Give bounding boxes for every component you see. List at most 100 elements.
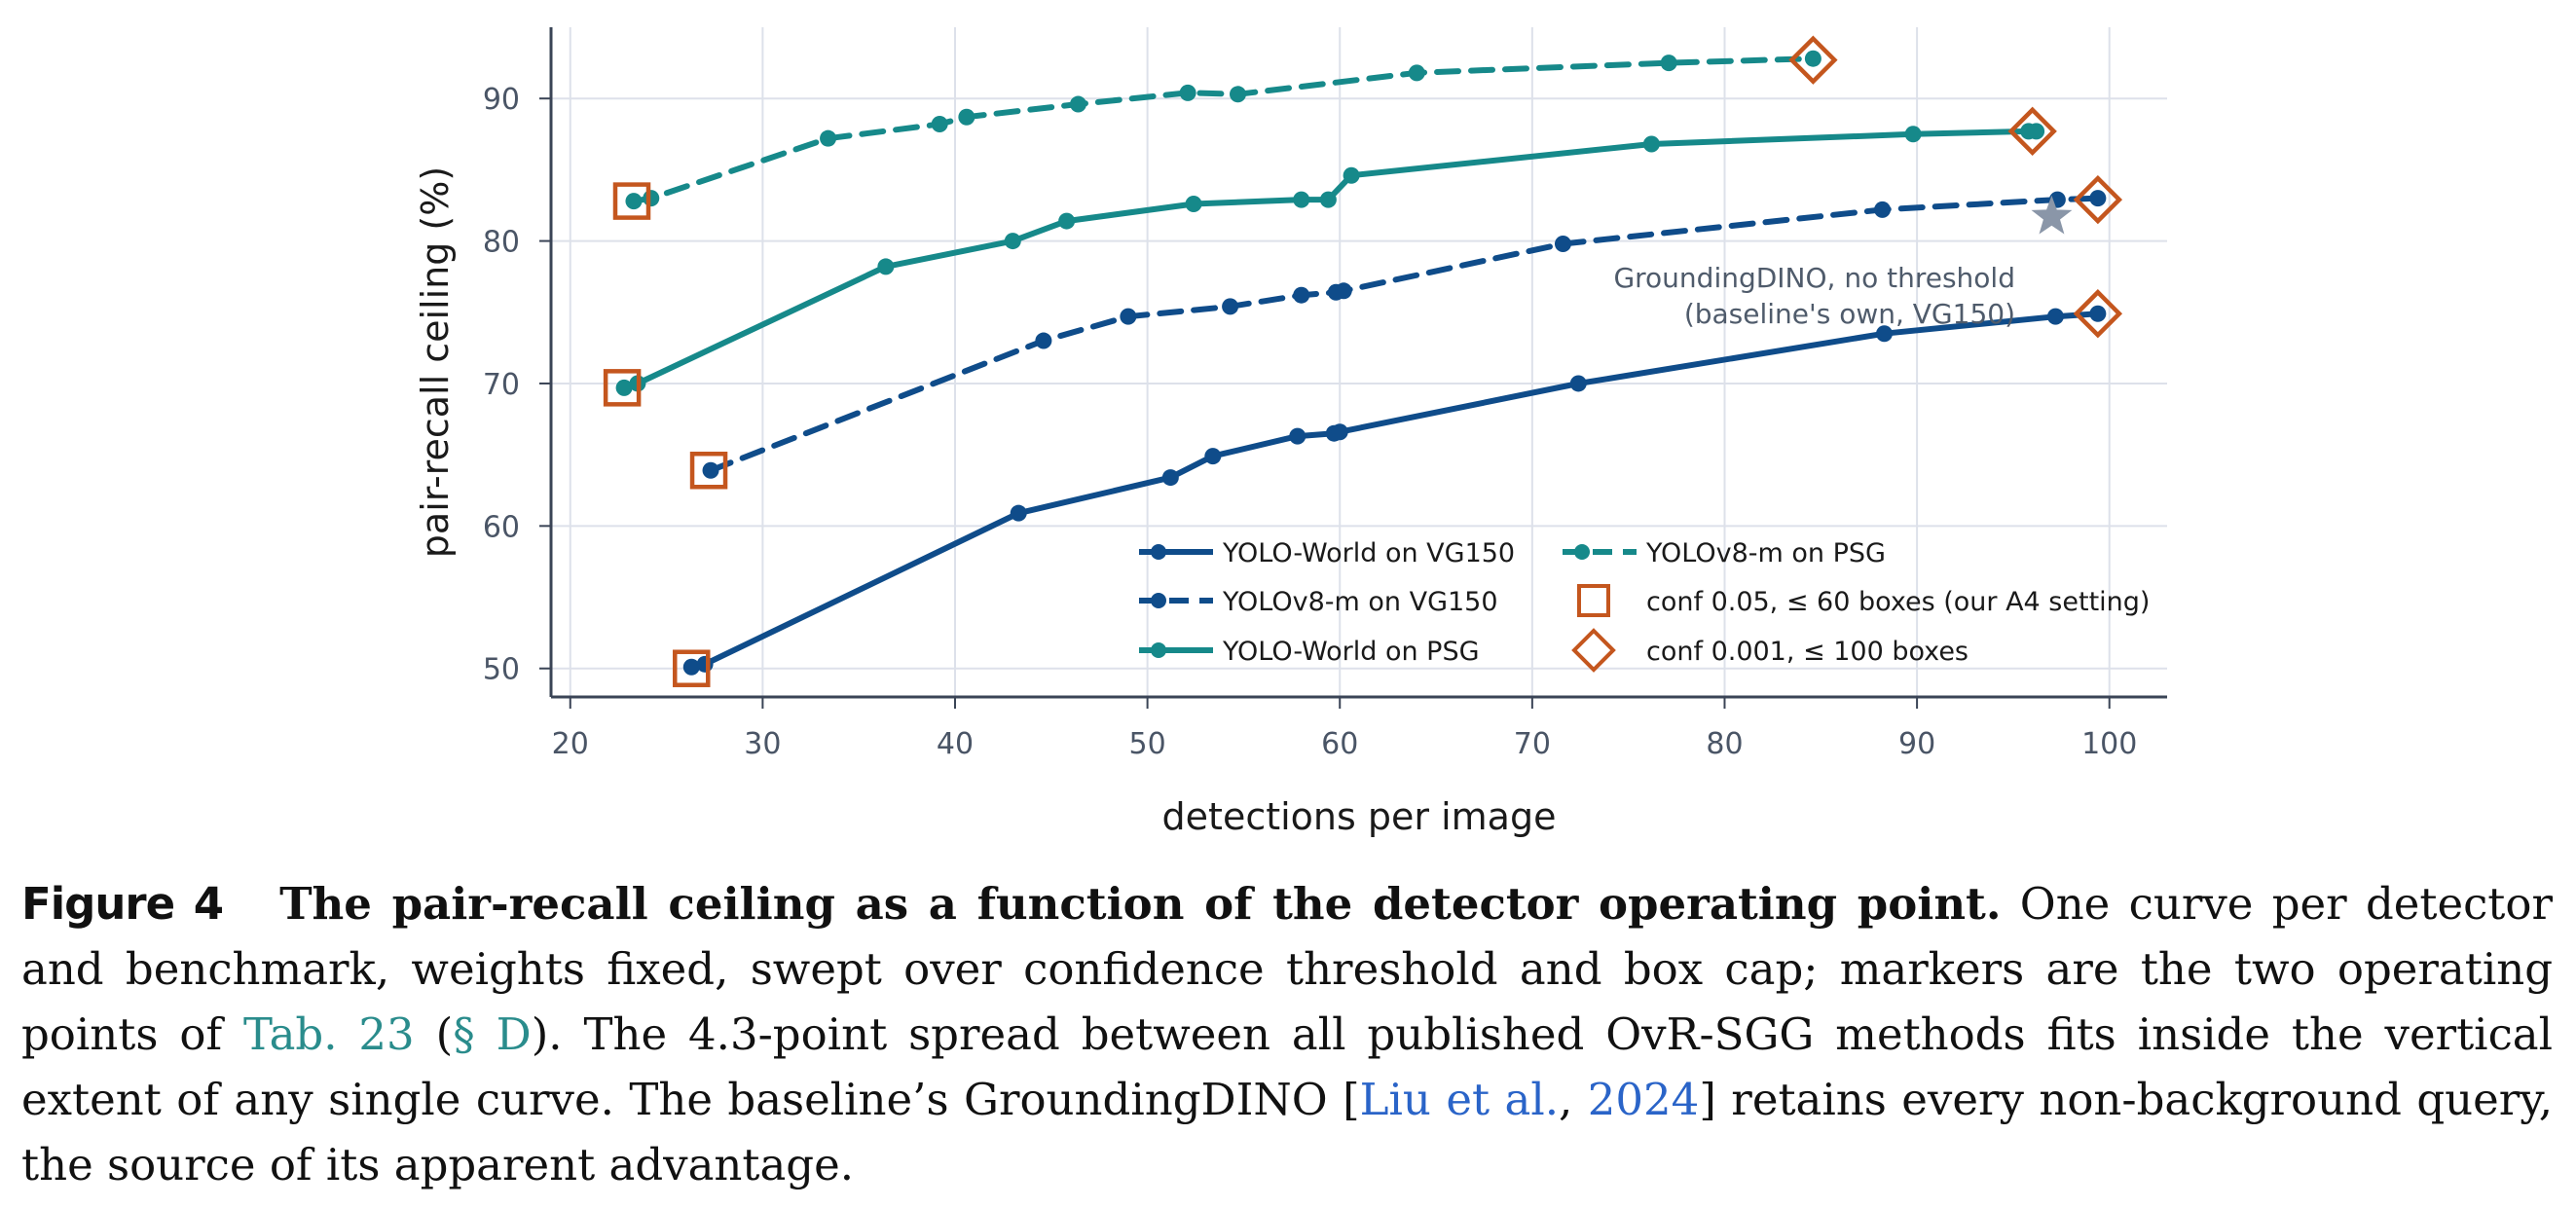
series-1-point-9 xyxy=(1569,375,1587,392)
legend-entry-square: conf 0.05, ≤ 60 boxes (our A4 setting) xyxy=(1577,584,2150,617)
y-axis-label: pair-recall ceiling (%) xyxy=(414,166,457,558)
legend-entry-diamond: conf 0.001, ≤ 100 boxes xyxy=(1571,628,1969,673)
series-4-point-1 xyxy=(625,193,643,210)
series-2-point-11 xyxy=(2089,190,2107,207)
figure-caption: Figure 4 The pair-recall ceiling as a fu… xyxy=(21,871,2553,1197)
caption-text-3: ). The 4.3-point spread between all publ… xyxy=(21,1008,2553,1125)
y-tick-label-80: 80 xyxy=(483,226,520,260)
caption-text-2: ( xyxy=(414,1008,454,1060)
legend-swatch-point-3 xyxy=(1151,642,1166,658)
series-3-point-7 xyxy=(1293,191,1310,208)
legend-swatch-point-2 xyxy=(1151,593,1166,608)
square-marker-3 xyxy=(603,369,642,407)
series-3-point-10 xyxy=(1642,135,1660,153)
series-3-point-13 xyxy=(2028,123,2045,140)
series-4-point-4 xyxy=(931,116,948,133)
series-2-point-1 xyxy=(702,461,719,479)
diamond-marker-2 xyxy=(2073,174,2123,225)
series-2-point-3 xyxy=(1120,308,1137,325)
series-3-point-4 xyxy=(1004,233,1021,250)
series-3 xyxy=(615,123,2045,396)
legend-swatch-diamond xyxy=(1571,628,1616,673)
x-axis-ticks: 20 30 40 50 60 70 80 90 100 xyxy=(552,697,2137,761)
series-4-point-7 xyxy=(1179,84,1196,101)
series-2-point-5 xyxy=(1293,286,1310,304)
star-layer xyxy=(2031,195,2073,235)
series-1-point-3 xyxy=(1010,504,1027,522)
x-tick-label-20: 20 xyxy=(552,727,589,761)
series-1-point-2 xyxy=(696,655,714,673)
caption-text-1: One curve per detector and benchmark, we… xyxy=(21,878,2553,1060)
legend: YOLO-World on VG150 YOLOv8-m on VG150 YOLO… xyxy=(1139,538,2150,673)
series-3-point-1 xyxy=(615,379,633,396)
legend-swatch-point-1 xyxy=(1151,544,1166,560)
series-2 xyxy=(702,190,2107,479)
caption-text-4: , xyxy=(1559,1074,1588,1125)
series-4-point-11 xyxy=(1804,50,1822,67)
series-1-point-4 xyxy=(1161,469,1179,487)
series-4-point-5 xyxy=(958,108,975,126)
y-tick-label-70: 70 xyxy=(483,368,520,402)
y-tick-label-60: 60 xyxy=(483,510,520,544)
series-4-point-6 xyxy=(1069,95,1086,113)
series-4 xyxy=(625,50,1822,210)
series-3-point-3 xyxy=(877,258,895,275)
series-1-line xyxy=(688,311,2101,671)
series-2-point-4 xyxy=(1222,298,1239,315)
series-1-point-11 xyxy=(2046,308,2064,325)
x-tick-label-30: 30 xyxy=(744,727,781,761)
star-annotation-line1: GroundingDINO, no threshold xyxy=(1613,262,2015,294)
series-3-point-9 xyxy=(1343,166,1360,184)
legend-label-3: YOLO-World on PSG xyxy=(1222,637,1480,667)
legend-entry-3: YOLO-World on PSG xyxy=(1139,637,1480,667)
y-tick-label-90: 90 xyxy=(483,83,520,117)
table-reference-link[interactable]: Tab. 23 xyxy=(243,1008,415,1060)
legend-entry-1: YOLO-World on VG150 xyxy=(1139,538,1515,568)
series-1-point-10 xyxy=(1876,325,1893,343)
legend-label-4: YOLOv8-m on PSG xyxy=(1645,538,1886,568)
legend-label-square: conf 0.05, ≤ 60 boxes (our A4 setting) xyxy=(1646,587,2150,617)
figure-title: The pair-recall ceiling as a function of… xyxy=(279,878,2002,930)
diamond-marker-1 xyxy=(2073,289,2123,339)
markers-layer xyxy=(603,35,2123,687)
citation-author-link[interactable]: Liu et al. xyxy=(1359,1074,1560,1125)
series-2-point-9 xyxy=(1874,201,1892,218)
figure-label: Figure 4 xyxy=(21,878,224,930)
series-layer xyxy=(615,50,2107,676)
series-4-point-8 xyxy=(1230,86,1246,103)
star-marker xyxy=(2031,195,2073,235)
y-tick-label-50: 50 xyxy=(483,653,520,687)
x-tick-label-70: 70 xyxy=(1514,727,1551,761)
series-4-point-2 xyxy=(643,190,660,207)
series-1-point-12 xyxy=(2089,305,2107,322)
diamond-marker-3 xyxy=(2007,106,2057,157)
legend-label-2: YOLOv8-m on VG150 xyxy=(1222,587,1498,617)
x-tick-label-50: 50 xyxy=(1129,727,1166,761)
diamond-marker-4 xyxy=(1788,35,1838,85)
series-2-point-8 xyxy=(1554,236,1571,253)
series-3-point-5 xyxy=(1058,212,1076,230)
gridlines xyxy=(551,27,2167,697)
x-tick-label-40: 40 xyxy=(937,727,974,761)
legend-swatch-square xyxy=(1577,584,1610,617)
series-1-point-1 xyxy=(682,658,700,676)
x-axis-label: detections per image xyxy=(1162,795,1557,838)
series-4-point-9 xyxy=(1408,64,1425,82)
square-marker-4 xyxy=(612,182,651,220)
section-reference-link[interactable]: § D xyxy=(453,1008,532,1060)
series-1-point-8 xyxy=(1331,423,1348,441)
series-2-point-7 xyxy=(1335,282,1352,300)
series-3-line xyxy=(621,128,2040,391)
series-3-point-8 xyxy=(1319,191,1337,208)
x-tick-label-80: 80 xyxy=(1706,727,1743,761)
citation-year-link[interactable]: 2024 xyxy=(1587,1074,1700,1125)
legend-swatch-point-4 xyxy=(1574,544,1590,560)
legend-label-diamond: conf 0.001, ≤ 100 boxes xyxy=(1646,637,1969,667)
star-annotation-line2: (baseline's own, VG150) xyxy=(1684,298,2015,330)
series-1 xyxy=(682,305,2107,676)
x-tick-label-90: 90 xyxy=(1898,727,1935,761)
legend-entry-4: YOLOv8-m on PSG xyxy=(1563,538,1886,568)
series-3-point-6 xyxy=(1185,196,1202,213)
x-tick-label-100: 100 xyxy=(2081,727,2137,761)
square-marker-2 xyxy=(689,452,728,490)
